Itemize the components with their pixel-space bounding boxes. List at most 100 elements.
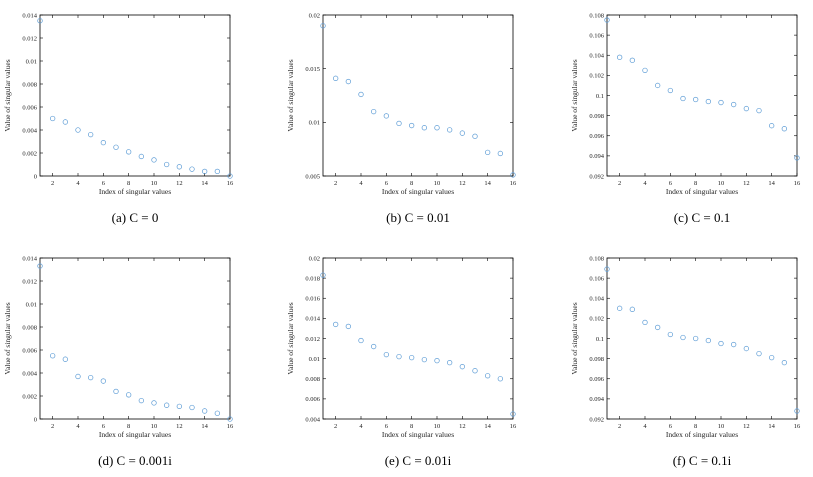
data-point	[62, 119, 68, 125]
data-point	[743, 345, 749, 352]
x-tick-label: 8	[694, 180, 697, 187]
x-tick-label: 4	[643, 423, 647, 430]
subfigure-caption: (e) C = 0.01i	[385, 453, 452, 468]
data-point	[731, 101, 737, 108]
chart-panel-0: 2 4 6 8 10 12 14 16 0 0.002 0.004 0.006 0.008 0.01 0.0…	[3, 12, 234, 225]
data-point	[151, 400, 157, 406]
data-point	[617, 54, 623, 60]
y-axis-label: Value of singular values	[3, 302, 12, 374]
x-tick-label: 2	[618, 180, 621, 187]
data-point	[333, 321, 339, 328]
data-point	[756, 107, 762, 114]
x-axis-label: Index of singular values	[666, 430, 738, 439]
subfigure-caption: (c) C = 0.1	[674, 210, 730, 225]
y-tick-label: 0.02	[309, 255, 320, 262]
y-tick-label: 0.108	[589, 255, 604, 262]
y-tick-label: 0.096	[589, 376, 604, 383]
plot-frame	[39, 14, 231, 177]
y-tick-label: 0.098	[589, 356, 604, 363]
x-axis-label: Index of singular values	[382, 430, 454, 439]
y-axis-label: Value of singular values	[286, 302, 295, 374]
y-axis-label: Value of singular values	[286, 59, 295, 131]
x-tick-label: 14	[201, 423, 208, 430]
data-point	[189, 166, 195, 172]
data-point	[769, 123, 775, 129]
data-point	[138, 397, 144, 404]
x-tick-label: 10	[434, 180, 441, 187]
x-tick-label: 8	[127, 180, 130, 187]
x-tick-label: 14	[484, 423, 491, 430]
data-point	[371, 343, 377, 350]
data-point	[126, 149, 132, 155]
data-point	[731, 341, 737, 348]
data-point	[485, 149, 491, 156]
data-point	[50, 353, 56, 359]
data-point	[680, 334, 686, 341]
y-tick-label: 0.108	[589, 12, 604, 19]
data-point	[447, 127, 453, 133]
data-point	[37, 18, 43, 24]
data-point	[100, 378, 106, 384]
data-point	[345, 78, 351, 85]
data-point	[88, 131, 94, 138]
chart-panel-3: 2 4 6 8 10 12 14 16 0 0.002 0.004 0.006 0.008 0.01 0.0…	[3, 255, 234, 468]
y-tick-label: 0.006	[22, 104, 37, 111]
y-tick-label: 0.012	[305, 336, 320, 343]
y-tick-label: 0.01	[26, 301, 37, 308]
data-point	[472, 368, 478, 374]
data-point	[604, 17, 610, 23]
chart-panel-4: 2 4 6 8 10 12 14 16 0.004 0.006 0.008 0.01 0.012 0.01…	[286, 255, 517, 468]
data-point	[510, 172, 516, 178]
y-tick-label: 0.01	[309, 356, 320, 363]
x-tick-label: 4	[643, 180, 647, 187]
x-tick-label: 12	[743, 180, 750, 187]
y-tick-label: 0.104	[589, 296, 604, 303]
data-point	[642, 67, 648, 73]
x-tick-label: 6	[385, 423, 389, 430]
data-point	[126, 392, 132, 398]
subfigure-caption: (d) C = 0.001i	[98, 453, 172, 468]
x-tick-label: 2	[334, 423, 337, 430]
x-tick-label: 2	[51, 180, 54, 187]
y-tick-label: 0.008	[22, 324, 37, 331]
x-tick-label: 6	[102, 423, 106, 430]
y-tick-label: 0.014	[22, 12, 37, 19]
data-point	[214, 168, 220, 175]
x-tick-label: 10	[718, 180, 725, 187]
y-tick-label: 0.1	[596, 336, 604, 343]
data-point	[718, 99, 724, 106]
data-point	[705, 98, 711, 105]
subfigure-caption: (b) C = 0.01	[386, 210, 450, 225]
x-tick-label: 6	[669, 423, 673, 430]
y-tick-label: 0.004	[22, 370, 37, 377]
data-point	[781, 126, 787, 132]
data-point	[667, 331, 673, 338]
data-point	[459, 130, 465, 136]
x-tick-label: 16	[510, 180, 517, 187]
data-point	[743, 105, 749, 112]
y-tick-label: 0.098	[589, 113, 604, 120]
y-axis-label: Value of singular values	[570, 59, 579, 131]
data-point	[202, 168, 208, 175]
data-point	[371, 108, 377, 115]
data-point	[781, 360, 787, 366]
y-tick-label: 0.014	[22, 255, 37, 262]
data-point	[113, 388, 119, 395]
data-point	[176, 403, 182, 410]
x-tick-label: 6	[669, 180, 673, 187]
x-tick-label: 12	[176, 423, 183, 430]
data-point	[227, 173, 233, 179]
data-point	[794, 408, 800, 414]
y-tick-label: 0.106	[589, 32, 604, 39]
y-tick-label: 0.006	[22, 347, 37, 354]
data-point	[756, 350, 762, 357]
data-point	[617, 305, 623, 311]
data-point	[75, 127, 81, 133]
y-tick-label: 0.102	[589, 316, 604, 323]
data-point	[794, 155, 800, 161]
data-point	[202, 408, 208, 414]
plot-frame	[322, 14, 514, 177]
x-tick-label: 6	[102, 180, 106, 187]
y-axis-label: Value of singular values	[570, 302, 579, 374]
y-tick-label: 0.008	[22, 81, 37, 88]
